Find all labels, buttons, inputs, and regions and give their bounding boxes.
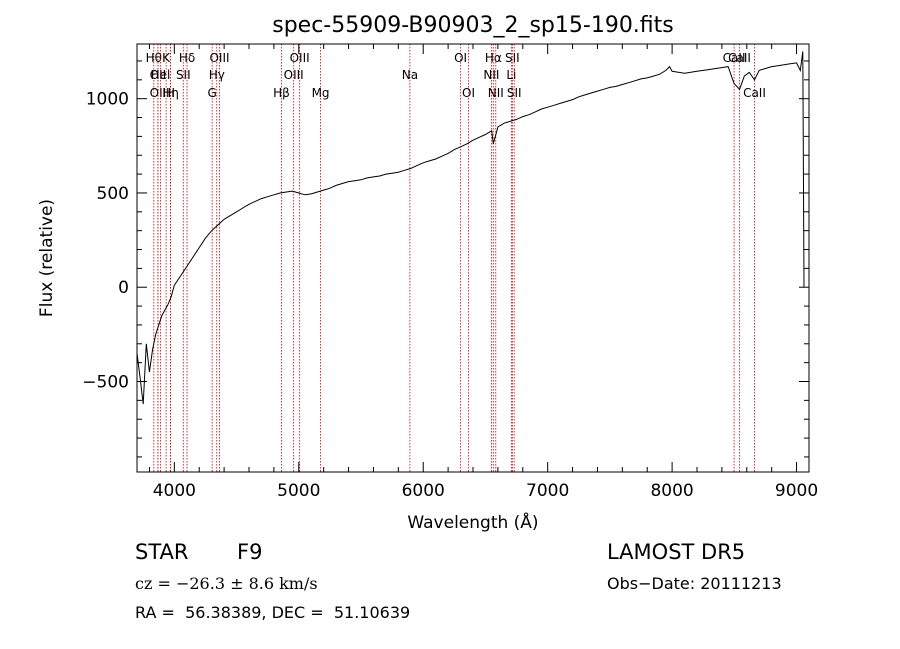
line-markers: HθOIIOIIHelKHηHSIIHδGHγOIIIHβOIIIOIIIMgN… xyxy=(146,44,766,472)
line-marker-label: OII xyxy=(150,86,167,100)
line-marker-label: OIII xyxy=(290,51,310,65)
x-tick-label: 8000 xyxy=(650,481,693,501)
y-axis-label: Flux (relative) xyxy=(37,199,57,317)
line-marker-label: Hδ xyxy=(179,51,195,65)
chart-title: spec-55909-B90903_2_sp15-190.fits xyxy=(272,13,674,38)
line-marker-label: G xyxy=(208,86,217,100)
x-tick-label: 6000 xyxy=(402,481,445,501)
survey-label: LAMOST DR5 xyxy=(607,540,746,564)
coordinates: RA = 56.38389, DEC = 51.10639 xyxy=(135,603,411,622)
line-marker-label: Na xyxy=(402,68,418,82)
y-axis-ticks: −500 0 500 1000 xyxy=(82,60,809,458)
line-marker-label: Hα xyxy=(485,51,502,65)
x-tick-label: 7000 xyxy=(526,481,569,501)
line-marker-label: SII xyxy=(507,86,522,100)
plot-frame xyxy=(136,43,810,473)
line-marker-label: CaII xyxy=(728,51,751,65)
line-marker-label: OIII xyxy=(209,51,229,65)
line-marker-label: NII xyxy=(488,86,504,100)
line-marker-label: SII xyxy=(505,51,520,65)
line-marker-label: K xyxy=(162,51,171,65)
obs-date: Obs−Date: 20111213 xyxy=(607,574,782,593)
line-marker-label: NII xyxy=(483,68,499,82)
x-tick-label: 5000 xyxy=(277,481,320,501)
y-tick-label: −500 xyxy=(82,372,129,392)
line-marker-label: OIII xyxy=(284,68,304,82)
line-marker-label: Li xyxy=(506,68,516,82)
line-marker-label: H xyxy=(166,86,175,100)
y-tick-label: 500 xyxy=(97,184,129,204)
cz-value: cz = −26.3 ± 8.6 km/s xyxy=(135,574,318,593)
class-label: STAR xyxy=(135,540,189,564)
line-marker-label: CaII xyxy=(743,86,766,100)
x-axis-label: Wavelength (Å) xyxy=(407,511,538,533)
y-tick-label: 1000 xyxy=(86,90,129,110)
line-marker-label: SII xyxy=(176,68,191,82)
y-tick-label: 0 xyxy=(118,278,129,298)
line-marker-label: OI xyxy=(462,86,475,100)
line-marker-label: OI xyxy=(454,51,467,65)
spectrum-line xyxy=(136,51,805,405)
line-marker-label: Hγ xyxy=(209,68,225,82)
line-marker-label: Hel xyxy=(151,68,171,82)
line-marker-label: Hβ xyxy=(273,86,290,100)
line-marker-label: Hθ xyxy=(146,51,162,65)
x-tick-label: 4000 xyxy=(153,481,196,501)
subclass-label: F9 xyxy=(237,540,263,564)
x-tick-label: 9000 xyxy=(775,481,818,501)
x-axis-ticks: 4000 5000 6000 7000 8000 9000 xyxy=(148,44,818,501)
line-marker-label: Mg xyxy=(312,86,330,100)
